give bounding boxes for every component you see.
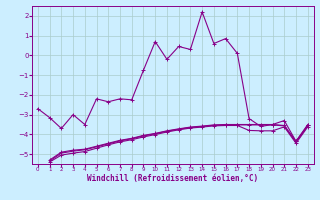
X-axis label: Windchill (Refroidissement éolien,°C): Windchill (Refroidissement éolien,°C)	[87, 174, 258, 183]
